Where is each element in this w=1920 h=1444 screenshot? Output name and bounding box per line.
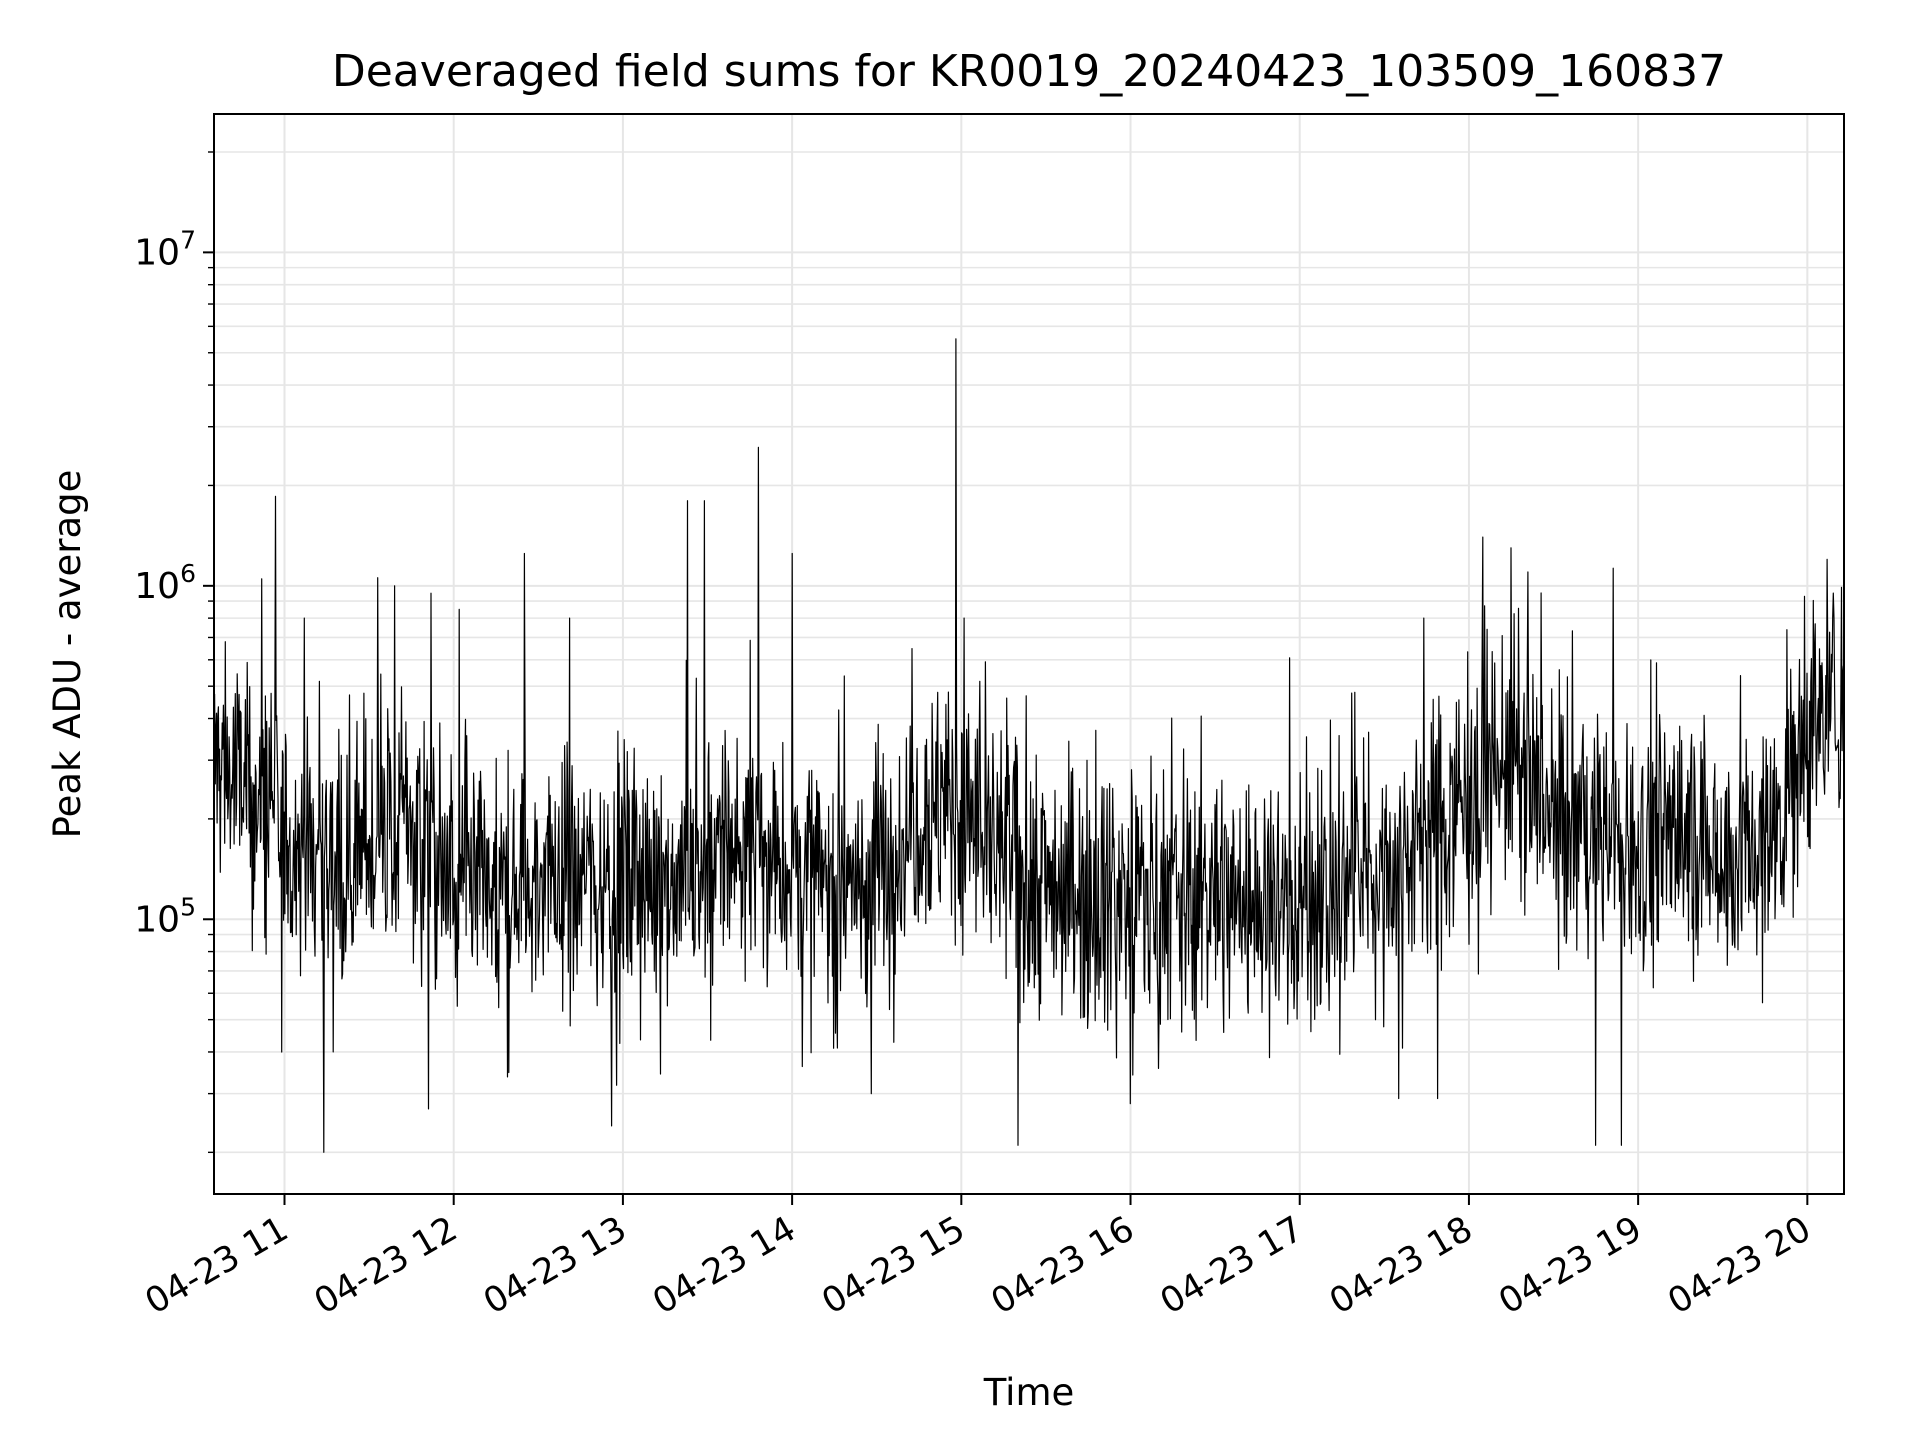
y-axis-label: Peak ADU - average [46, 470, 89, 839]
chart-title: Deaveraged field sums for KR0019_2024042… [332, 46, 1726, 97]
y-tick-label: 107 [134, 225, 196, 273]
series-line [213, 338, 1845, 1153]
x-axis-label: Time [983, 1371, 1075, 1414]
y-axis: 105 106 107 [134, 151, 214, 1154]
data-layer [213, 338, 1845, 1153]
y-tick-label: 105 [134, 892, 196, 940]
y-tick-label: 106 [134, 559, 196, 607]
plot-frame [213, 113, 1845, 1195]
